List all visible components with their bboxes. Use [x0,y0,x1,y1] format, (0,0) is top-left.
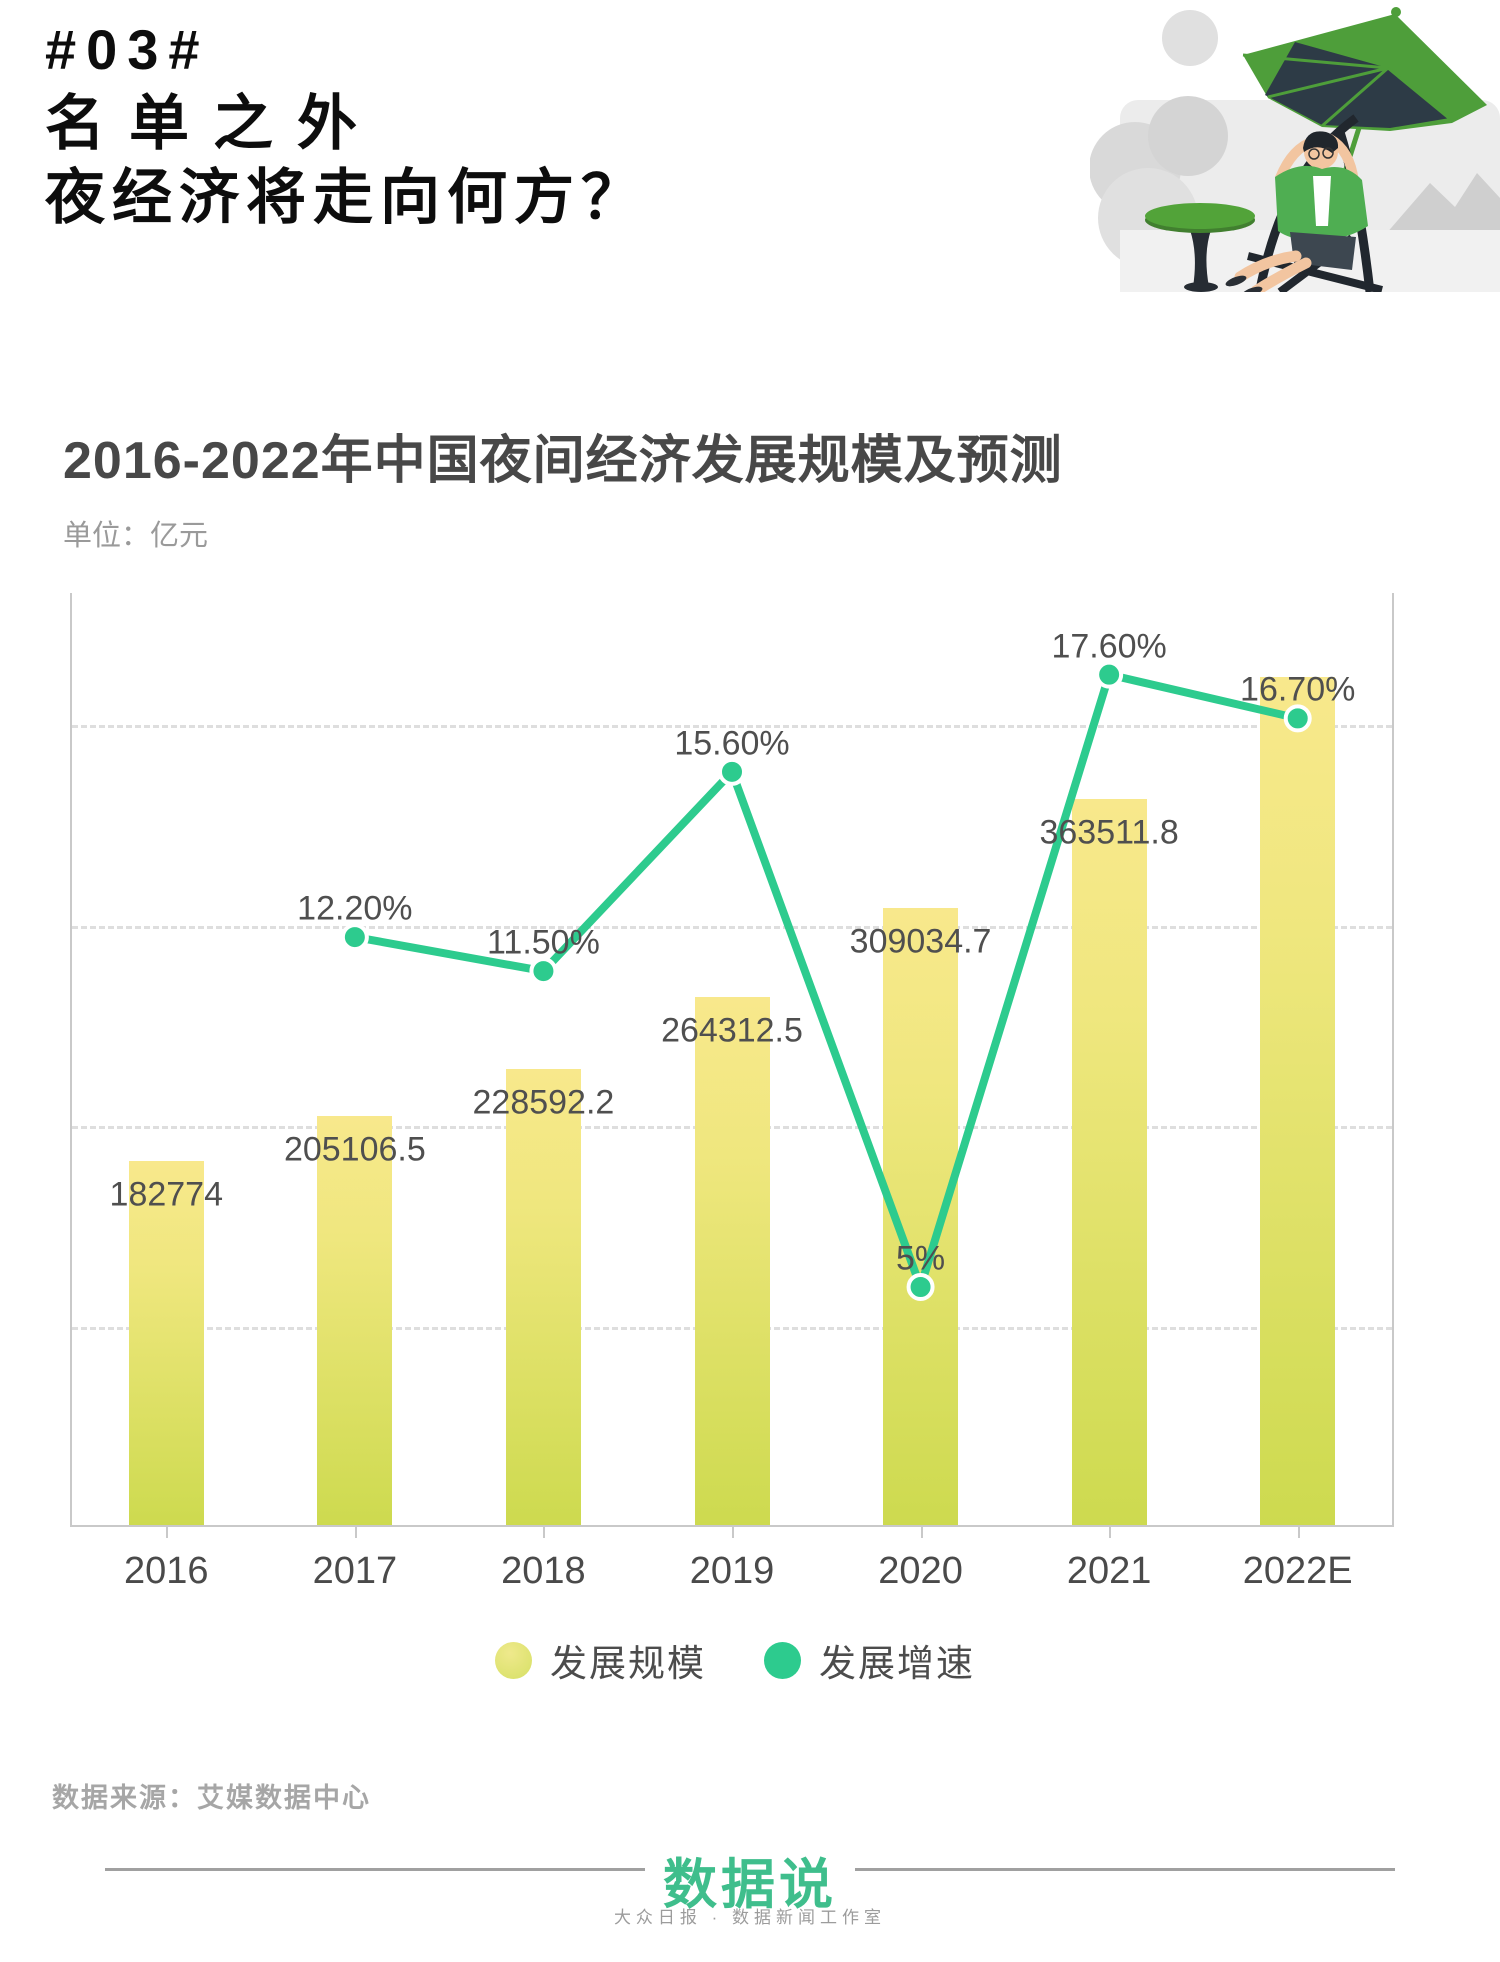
side-table [1145,203,1255,292]
unit-label: 单位：亿元 [63,520,209,552]
legend-label-scale: 发展规模 [550,1643,706,1684]
growth-rate-label: 15.60% [674,724,790,763]
line-point [529,957,558,986]
gridline [72,725,1392,729]
line-series-marker-icon [764,1641,801,1679]
header-title-line1: 名单之外 [45,90,381,157]
bar-2018 [505,1068,581,1525]
legend-item-scale: 发展规模 [495,1633,706,1687]
growth-line-chart [340,660,1312,1301]
x-axis-label-2021: 2021 [1066,1550,1152,1592]
growth-line [350,670,1302,1291]
line-point [1095,660,1124,689]
growth-rate-label: 17.60% [1051,627,1167,666]
header-title-line2: 夜经济将走向何方？ [45,164,648,231]
bar-value-label: 363511.8 [1039,813,1179,852]
mountains [1385,173,1500,235]
page-header: #03# 名单之外 夜经济将走向何方？ [45,22,648,228]
line-point [340,923,369,952]
x-axis-tick [920,1525,923,1538]
x-axis-tick [1109,1525,1112,1538]
bar-2019 [694,997,770,1525]
chart-title: 2016-2022年中国夜间经济发展规模及预测 [63,432,1063,490]
x-axis-label-2018: 2018 [501,1550,586,1592]
bar-value-label: 309034.7 [849,922,992,961]
growth-rate-label: 5% [895,1239,946,1278]
plot-area: 182774 205106.5 228592.2 264312.5 309034.7 36… [70,593,1394,1592]
x-axis-tick [1297,1525,1300,1538]
x-axis-tick [354,1525,357,1538]
growth-rate-label: 16.70% [1240,670,1356,709]
bar-value-label: 264312.5 [661,1011,803,1050]
x-axis-tick [732,1525,734,1538]
growth-rate-label: 12.20% [297,889,413,928]
growth-rate-label: 11.50% [487,923,600,962]
studio-tagline: 大众日报 · 数据新闻工作室 [613,1908,887,1927]
legend-item-growth: 发展增速 [764,1633,975,1687]
person-on-deck-chair [1225,114,1383,292]
line-point [718,757,746,786]
sun-icon [1162,10,1218,66]
header-tag: #03# [45,18,210,81]
gridline [72,925,1392,929]
x-axis-label-2016: 2016 [124,1550,209,1592]
bar-2017 [317,1115,393,1525]
x-axis-label-2019: 2019 [689,1550,775,1592]
bar-series-marker-icon [495,1641,532,1679]
x-axis-tick [166,1525,169,1538]
bar-2016 [128,1160,204,1525]
footer-divider-right [855,1868,1395,1871]
line-point [1283,704,1312,733]
x-axis-label-2017: 2017 [312,1550,398,1592]
bar-value-label: 182774 [109,1175,224,1214]
chart-legend: 发展规模 发展增速 [0,1633,1470,1687]
bar-2021 [1071,798,1147,1525]
data-source: 数据来源：艾媒数据中心 [52,1783,371,1813]
bar-2022E [1260,677,1336,1525]
x-axis-label-2020: 2020 [878,1550,963,1592]
x-axis-tick [543,1525,546,1538]
studio-logo: 数据说 [663,1855,837,1915]
relaxing-person-illustration [1090,7,1500,292]
footer-divider-left [105,1868,645,1871]
bar-value-label: 228592.2 [472,1083,615,1122]
legend-label-growth: 发展增速 [819,1643,975,1684]
x-axis-label-2022E: 2022E [1242,1550,1353,1592]
line-point [906,1273,935,1301]
bar-value-label: 205106.5 [283,1130,426,1169]
